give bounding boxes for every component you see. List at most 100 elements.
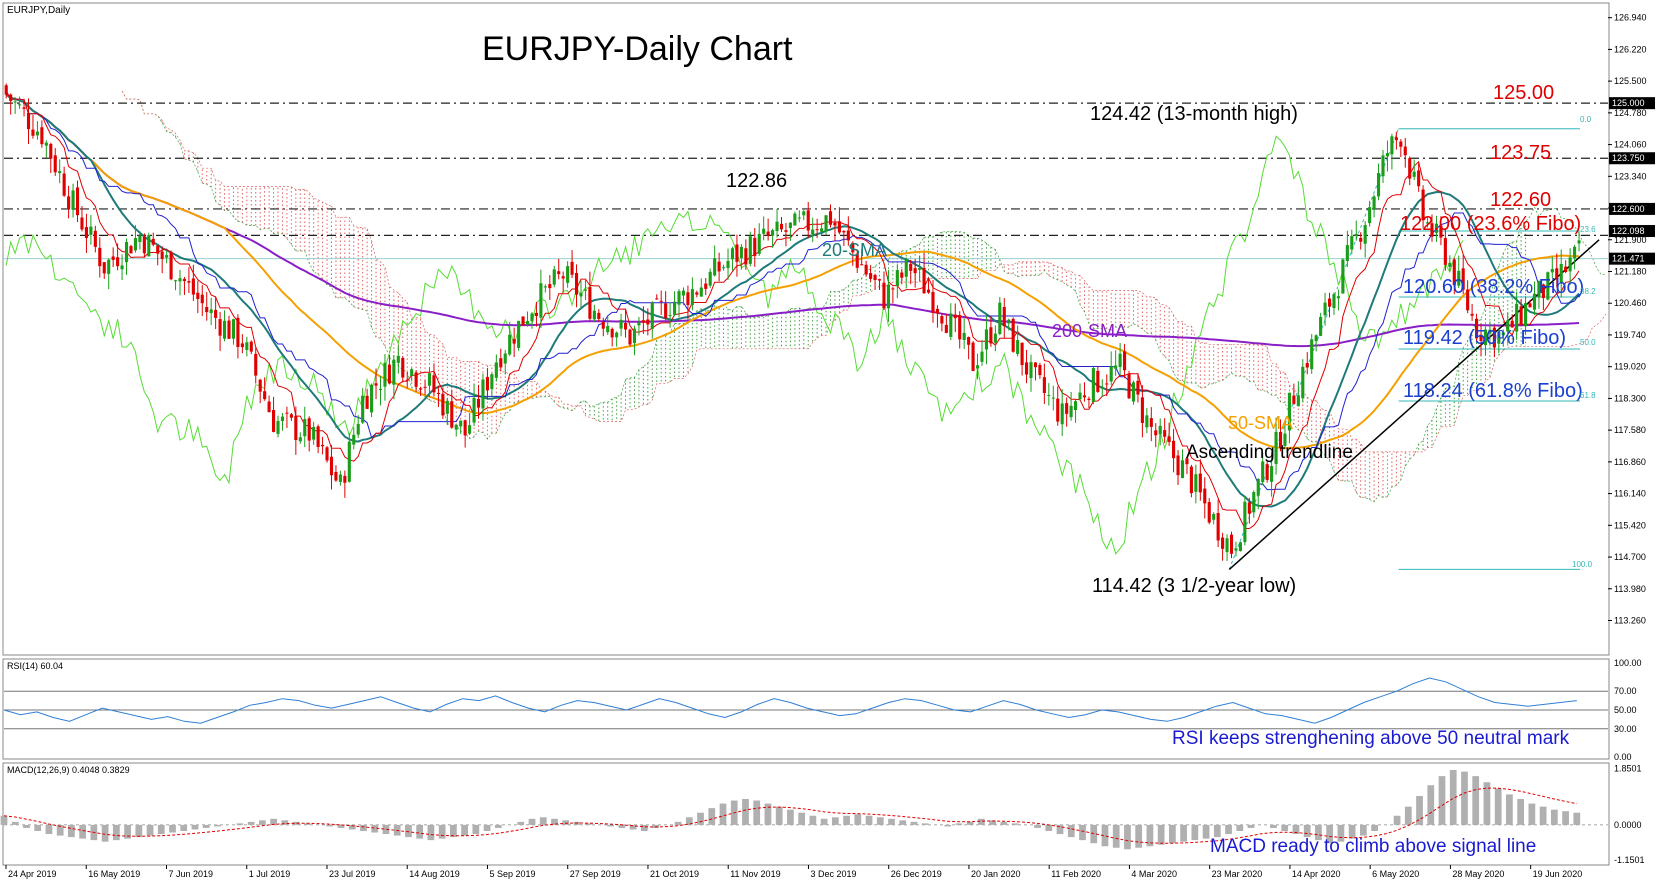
candle-body <box>1354 234 1358 237</box>
candle-body <box>1524 303 1528 327</box>
candle-body <box>579 292 583 297</box>
candle-body <box>583 289 588 291</box>
price-tag-box <box>1609 252 1655 265</box>
fibo-anchor-line <box>1228 128 1400 570</box>
candle-body <box>454 424 458 430</box>
x-tick-label: 24 Apr 2019 <box>8 869 57 879</box>
candle-body <box>1394 137 1398 141</box>
candle-body <box>476 398 481 408</box>
candle-body <box>989 327 993 344</box>
level-label-122: 122.00 (23.6% Fibo) <box>1400 213 1581 235</box>
candle-body <box>1555 268 1559 280</box>
candle-body <box>26 112 31 130</box>
candle-body <box>1042 377 1046 393</box>
price-tag-box <box>1609 225 1655 238</box>
candle-body <box>628 329 632 345</box>
candle-body <box>58 171 62 174</box>
candle-body <box>365 395 369 409</box>
candle-body <box>298 437 302 442</box>
y-tick-label: 114.700 <box>1614 552 1646 562</box>
candle-body <box>227 320 231 339</box>
candle-body <box>1020 342 1024 366</box>
candle-body <box>588 286 592 319</box>
x-tick-label: 11 Nov 2019 <box>730 869 780 879</box>
price-panel-frame <box>2 2 1610 656</box>
candle-body <box>263 391 267 400</box>
candle-body <box>1310 339 1314 370</box>
candle-body <box>873 275 877 281</box>
symbol-label: EURJPY,Daily <box>7 5 70 16</box>
candle-body <box>530 313 534 322</box>
candle-body <box>347 441 351 482</box>
x-tick-label: 7 Jun 2019 <box>168 869 213 879</box>
candle-body <box>668 315 672 317</box>
macd-tick-label: 1.8501 <box>1614 764 1642 774</box>
candle-body <box>1212 513 1216 520</box>
candle-body <box>436 392 440 394</box>
candle-body <box>619 319 623 329</box>
candle-body <box>1385 153 1390 157</box>
candle-body <box>1109 366 1113 382</box>
x-tick-label: 1 Jul 2019 <box>249 869 291 879</box>
candle-body <box>900 272 904 278</box>
x-tick-label: 23 Mar 2020 <box>1212 869 1263 879</box>
candle-body <box>312 426 316 440</box>
candle-body <box>1270 466 1274 482</box>
indicator-lines <box>5 90 1600 570</box>
candle-body <box>1114 365 1118 369</box>
candle-body <box>116 257 120 267</box>
candle-body <box>285 412 289 414</box>
x-tick-label: 11 Feb 2020 <box>1051 869 1101 879</box>
candle-body <box>984 329 989 350</box>
candle-body <box>191 278 195 295</box>
candle-body <box>98 247 102 267</box>
candle-body <box>1180 460 1185 479</box>
candle-body <box>1327 298 1332 307</box>
candle-body <box>129 246 133 254</box>
tenkan-line <box>5 90 1580 529</box>
candle-body <box>793 213 797 226</box>
candle-body <box>1091 368 1095 402</box>
y-tick-label: 118.300 <box>1614 393 1646 403</box>
candle-body <box>1434 223 1439 233</box>
candle-body <box>396 355 400 363</box>
candle-body <box>356 423 360 435</box>
candle-body <box>1488 329 1492 334</box>
candle-body <box>178 278 182 282</box>
candle-body <box>815 229 819 231</box>
rsi-tick-label: 70.00 <box>1614 686 1637 696</box>
kijun-line <box>5 90 1580 491</box>
price-tag-label: 125.000 <box>1612 98 1645 108</box>
candle-body <box>423 386 427 388</box>
candle-body <box>855 253 859 268</box>
candle-body <box>107 259 111 274</box>
price-tag-label: 121.471 <box>1612 254 1645 264</box>
candle-body <box>944 324 948 333</box>
candle-body <box>1198 473 1202 493</box>
candle-body <box>1483 329 1488 346</box>
candle-body <box>788 222 792 229</box>
candle-body <box>1229 534 1234 554</box>
candle-body <box>748 236 752 264</box>
y-tick-label: 121.180 <box>1614 266 1647 276</box>
candle-body <box>677 291 681 305</box>
fibonacci-retracement <box>4 128 1608 570</box>
candle-body <box>307 418 311 441</box>
x-tick-label: 20 Jan 2020 <box>971 869 1021 879</box>
candle-body <box>655 298 659 300</box>
senkou-span-b <box>121 90 1607 453</box>
rsi-tick-label: 100.00 <box>1614 658 1642 668</box>
rsi-annotation: RSI keeps strenghening above 50 neutral … <box>1172 728 1570 749</box>
candle-body <box>1100 387 1104 389</box>
price-y-axis: 126.940 126.220 125.500 124.780 124.060 123.3… <box>1608 13 1647 626</box>
candle-body <box>1550 268 1554 273</box>
candle-body <box>962 332 966 340</box>
candle-body <box>926 289 931 293</box>
sma20-label: 20-SMA <box>822 240 887 260</box>
candle-body <box>1225 538 1229 553</box>
candle-body <box>615 332 619 338</box>
candle-body <box>1421 189 1425 221</box>
candle-body <box>690 289 694 305</box>
candle-body <box>1265 464 1269 480</box>
candle-body <box>508 334 512 355</box>
